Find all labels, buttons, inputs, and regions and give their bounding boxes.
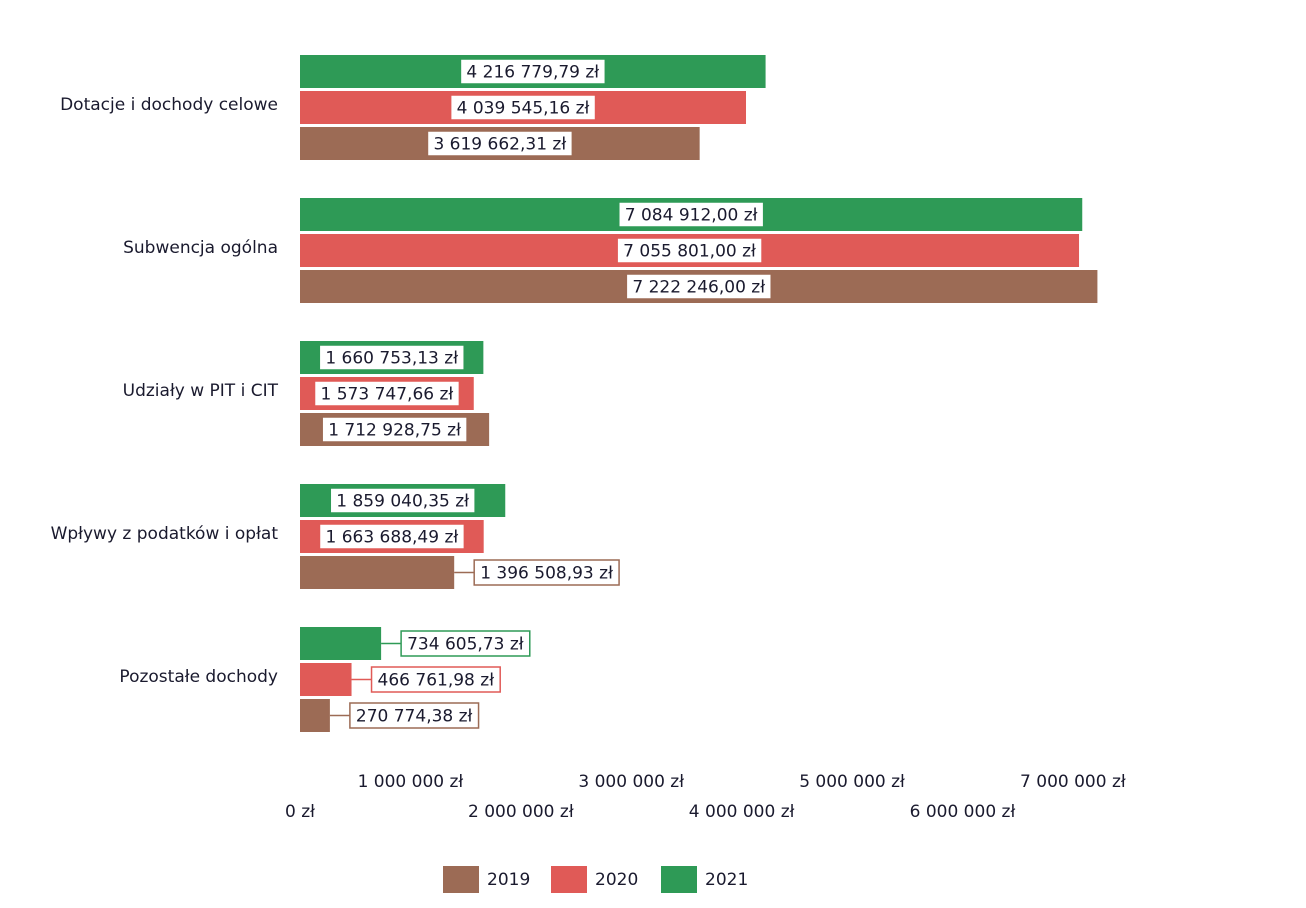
category-label: Subwencja ogólna	[123, 238, 278, 258]
x-tick-label: 3 000 000 zł	[578, 772, 684, 792]
category-label: Dotacje i dochody celowe	[60, 95, 278, 115]
value-label: 270 774,38 zł	[356, 707, 473, 727]
value-label-box	[349, 702, 480, 729]
x-tick-label: 6 000 000 zł	[910, 802, 1016, 822]
value-label: 7 055 801,00 zł	[623, 242, 756, 262]
value-label: 7 084 912,00 zł	[625, 206, 758, 226]
legend-swatch	[551, 866, 587, 893]
legend-label: 2020	[595, 870, 638, 890]
value-label: 1 396 508,93 zł	[480, 564, 613, 584]
value-label-box	[318, 523, 466, 550]
x-tick-label: 1 000 000 zł	[358, 772, 464, 792]
value-label: 4 039 545,16 zł	[457, 99, 590, 119]
value-label: 4 216 779,79 zł	[466, 63, 599, 83]
value-label: 7 222 246,00 zł	[632, 278, 765, 298]
x-tick-label: 2 000 000 zł	[468, 802, 574, 822]
value-label-box	[616, 237, 763, 264]
value-label-box	[449, 94, 597, 121]
value-label: 734 605,73 zł	[407, 635, 524, 655]
value-label: 466 761,98 zł	[378, 671, 495, 691]
legend-swatch	[443, 866, 479, 893]
value-label: 3 619 662,31 zł	[433, 135, 566, 155]
bar	[300, 556, 455, 589]
value-label: 1 573 747,66 zł	[321, 385, 454, 405]
value-label: 1 859 040,35 zł	[336, 492, 469, 512]
category-label: Wpływy z podatków i opłat	[51, 524, 279, 544]
value-label-box	[321, 416, 468, 443]
value-label: 1 660 753,13 zł	[325, 349, 458, 369]
legend-swatch	[661, 866, 697, 893]
value-label-box	[625, 273, 772, 300]
legend-label: 2021	[705, 870, 748, 890]
value-label-box	[313, 380, 461, 407]
value-label-box	[459, 58, 607, 85]
value-label: 1 712 928,75 zł	[328, 421, 461, 441]
value-label-box	[370, 666, 501, 693]
value-label-box	[473, 559, 620, 586]
category-label: Pozostałe dochody	[119, 667, 278, 687]
value-label-box	[426, 130, 574, 157]
value-label-box	[329, 487, 476, 514]
x-tick-label: 5 000 000 zł	[799, 772, 905, 792]
value-label-box	[618, 201, 765, 228]
bar	[300, 663, 352, 696]
x-tick-label: 0 zł	[285, 802, 315, 822]
x-tick-label: 7 000 000 zł	[1020, 772, 1126, 792]
x-tick-label: 4 000 000 zł	[689, 802, 795, 822]
value-label-box	[318, 344, 465, 371]
category-label: Udziały w PIT i CIT	[123, 381, 279, 401]
legend-label: 2019	[487, 870, 530, 890]
bar	[300, 627, 382, 660]
bar	[300, 699, 330, 732]
value-label-box	[400, 630, 531, 657]
value-label: 1 663 688,49 zł	[325, 528, 458, 548]
